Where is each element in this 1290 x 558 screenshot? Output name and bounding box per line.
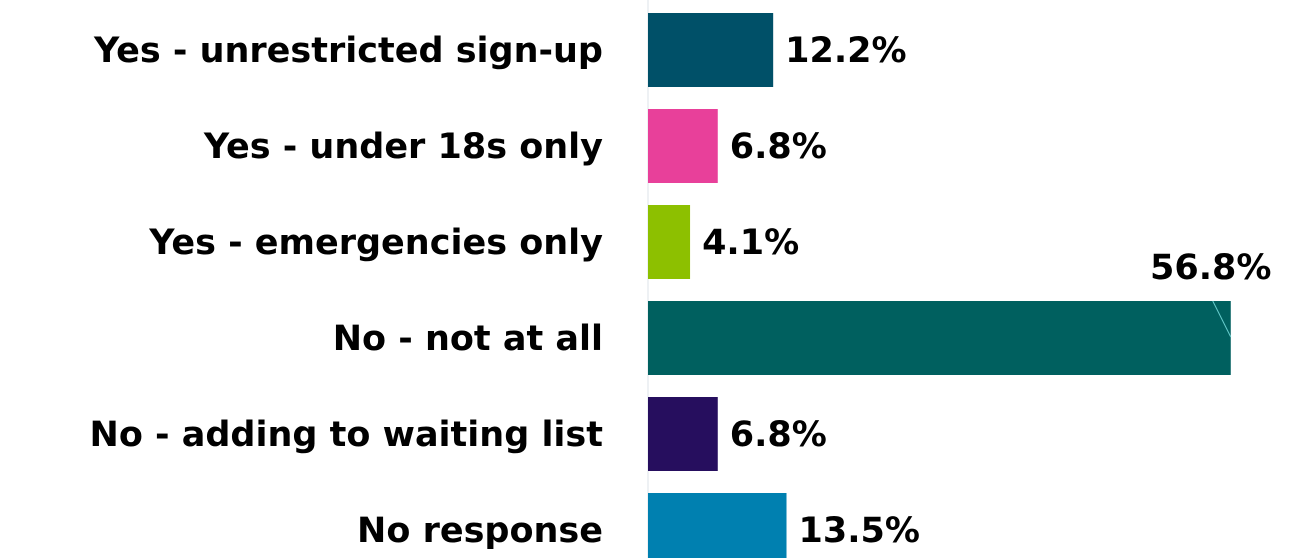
bar [648,13,774,87]
category-label: Yes - under 18s only [203,127,603,167]
value-label: 4.1% [702,223,799,263]
value-label: 56.8% [1150,248,1271,288]
category-label: Yes - unrestricted sign-up [93,31,603,71]
value-label: 6.8% [730,127,827,167]
leader-line [1212,300,1232,338]
category-label: Yes - emergencies only [148,223,603,263]
category-label: No response [357,511,603,551]
bar [648,301,1231,375]
bar [648,205,691,279]
category-label: No - not at all [333,319,603,359]
value-label: 6.8% [730,415,827,455]
value-label: 12.2% [785,31,906,71]
bar [648,397,718,471]
bar [648,493,787,558]
category-label: No - adding to waiting list [90,415,603,455]
bar [648,109,718,183]
value-label: 13.5% [799,511,920,551]
